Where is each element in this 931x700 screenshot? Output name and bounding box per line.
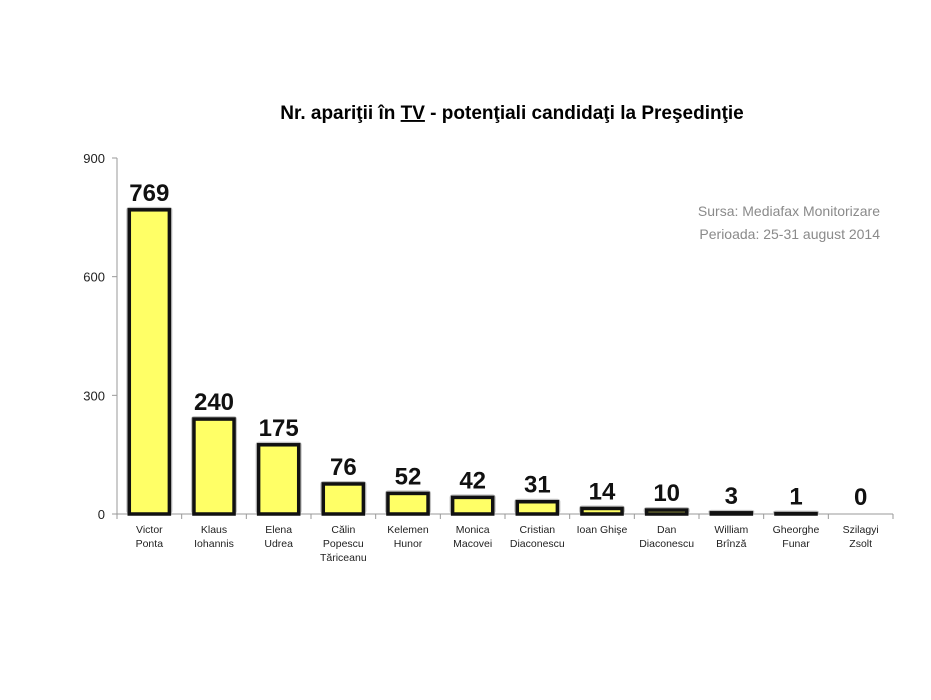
bar [386,491,430,516]
category-label: Ioan Ghişe [577,524,628,536]
data-label: 0 [854,484,867,511]
category-label-line: Dan [657,524,676,536]
category-label-line: Klaus [201,524,227,536]
category-label-line: Macovei [453,538,492,550]
data-label: 31 [524,472,551,499]
category-label-line: Cristian [520,524,556,536]
category-label-line: Szilagyi [843,524,879,536]
category-label-line: Kelemen [387,524,429,536]
data-label: 14 [589,478,616,505]
category-label: Călin Popescu Tăriceanu [320,524,367,564]
category-label-line: William [714,524,748,536]
category-label-line: Udrea [264,538,293,550]
category-labels-group: Victor Ponta Klaus Iohannis Elena Udrea Călin P… [136,524,879,564]
category-label: Szilagyi Zsolt [843,524,879,550]
bar [515,499,560,516]
category-label: Kelemen Hunor [387,524,429,550]
y-tick-label: 600 [83,270,105,285]
category-label: William Brînză [714,524,748,550]
category-label-line: Iohannis [194,538,234,550]
axes: 0 300 600 900 [83,151,894,522]
category-label-line: Funar [782,538,810,550]
data-label: 76 [330,454,357,481]
period-line: Perioada: 25-31 august 2014 [699,226,880,242]
bar [644,508,689,516]
category-label: Gheorghe Funar [773,524,820,550]
bar [127,208,172,516]
category-label-line: Monica [456,524,490,536]
data-label: 769 [129,180,169,207]
bar [709,511,754,516]
category-label: Victor Ponta [136,524,164,550]
category-label-line: Ioan Ghişe [577,524,628,536]
bar [256,443,301,516]
data-label: 3 [725,483,738,510]
y-tick-label: 900 [83,151,105,166]
chart-title: Nr. apariţii în TV - potenţiali candidaţ… [280,103,744,124]
bar [580,506,624,516]
category-label-line: Brînză [716,538,747,550]
category-label-line: Tăriceanu [320,552,367,564]
data-label: 240 [194,389,234,416]
category-label: Cristian Diaconescu [510,524,565,550]
data-label: 175 [259,415,299,442]
category-label-line: Diaconescu [510,538,565,550]
category-label-line: Elena [265,524,292,536]
y-tick-label: 0 [98,507,105,522]
data-label: 42 [459,467,486,494]
source-line: Sursa: Mediafax Monitorizare [698,203,880,219]
data-label: 1 [789,484,802,511]
chart-title-underlined: TV [401,103,426,124]
category-label-line: Zsolt [849,538,872,550]
category-label-line: Victor [136,524,163,536]
category-label-line: Călin [331,524,355,536]
chart-title-prefix: Nr. apariţii în [280,103,400,124]
bar [192,417,236,516]
bar [450,495,495,516]
category-label-line: Ponta [136,538,164,550]
category-label-line: Gheorghe [773,524,820,536]
category-label-line: Popescu [323,538,364,550]
data-label: 10 [653,480,680,507]
category-label: Elena Udrea [264,524,293,550]
category-label: Dan Diaconescu [639,524,694,550]
category-label: Klaus Iohannis [194,524,234,550]
bars-group [126,206,820,516]
data-label: 52 [395,463,422,490]
bar [321,482,366,516]
category-label-line: Diaconescu [639,538,694,550]
y-tick-label: 300 [83,388,105,403]
category-label: Monica Macovei [453,524,492,550]
chart-title-suffix: - potenţiali candidaţi la Preşedinţie [425,103,744,124]
category-label-line: Hunor [394,538,423,550]
